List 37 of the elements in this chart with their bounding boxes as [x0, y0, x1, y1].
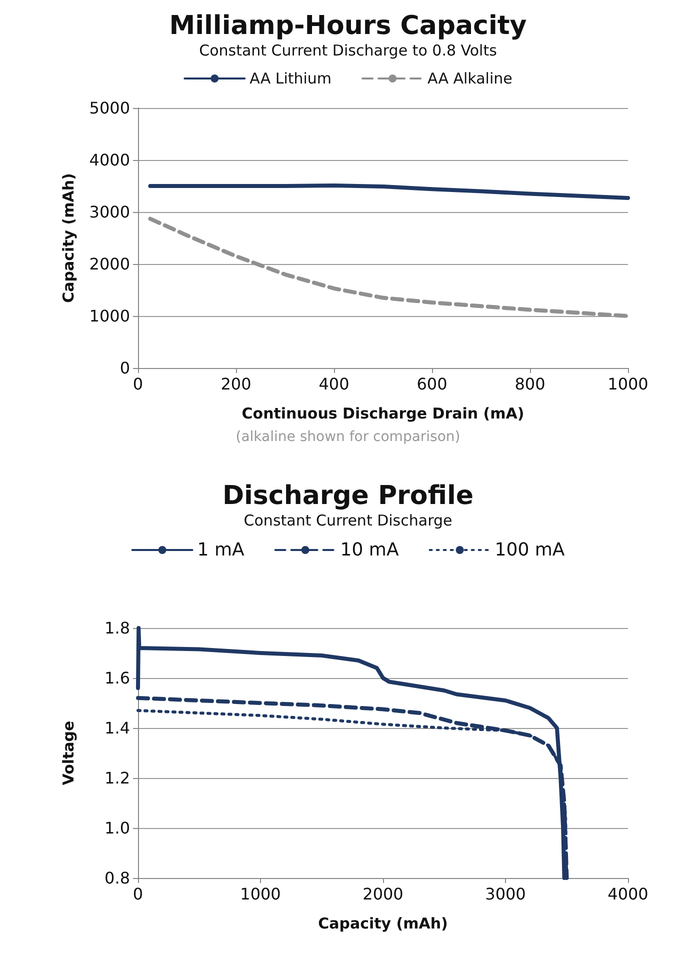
y-tick-label: 5000	[89, 98, 130, 118]
y-tick-label: 0	[120, 358, 130, 378]
x-tick-label: 800	[514, 374, 546, 394]
y-axis-title: Capacity (mAh)	[60, 173, 78, 303]
chart-title: Milliamp-Hours Capacity	[169, 11, 527, 41]
x-tick-label: 200	[220, 374, 252, 394]
legend-label: 1 mA	[197, 540, 245, 560]
x-axis-title: Capacity (mAh)	[318, 914, 448, 932]
y-axis-title: Voltage	[60, 720, 78, 786]
y-tick-label: 4000	[89, 150, 130, 170]
y-tick-label: 1.2	[104, 768, 130, 788]
x-tick-label: 0	[132, 884, 144, 904]
x-tick-label: 600	[416, 374, 448, 394]
y-tick-label: 1.8	[104, 618, 130, 638]
x-tick-label: 3000	[485, 884, 526, 904]
chart-subtitle: Constant Current Discharge	[244, 512, 452, 530]
y-tick-label: 1.6	[104, 668, 130, 688]
y-tick-label: 1.0	[104, 818, 130, 838]
y-tick-label: 0.8	[104, 868, 130, 888]
y-tick-label: 1000	[89, 306, 130, 326]
x-tick-label: 400	[318, 374, 350, 394]
x-tick-label: 0	[132, 374, 144, 394]
text: (alkaline shown for comparison)	[236, 429, 460, 445]
y-tick-label: 3000	[89, 202, 130, 222]
x-tick-label: 2000	[362, 884, 404, 904]
x-axis-title: Continuous Discharge Drain (mA)	[242, 404, 524, 422]
y-tick-label: 1.4	[104, 718, 130, 738]
y-tick-label: 2000	[89, 254, 130, 274]
legend-label: 10 mA	[340, 540, 400, 560]
x-tick-label: 1000	[240, 884, 281, 904]
legend-label: AA Alkaline	[428, 70, 512, 88]
x-tick-label: 1000	[608, 374, 648, 394]
legend-label: AA Lithium	[250, 70, 332, 88]
x-tick-label: 4000	[608, 884, 648, 904]
chart-subtitle: Constant Current Discharge to 0.8 Volts	[199, 42, 498, 60]
chart-title: Discharge Profile	[222, 481, 474, 511]
legend-label: 100 mA	[494, 540, 566, 560]
